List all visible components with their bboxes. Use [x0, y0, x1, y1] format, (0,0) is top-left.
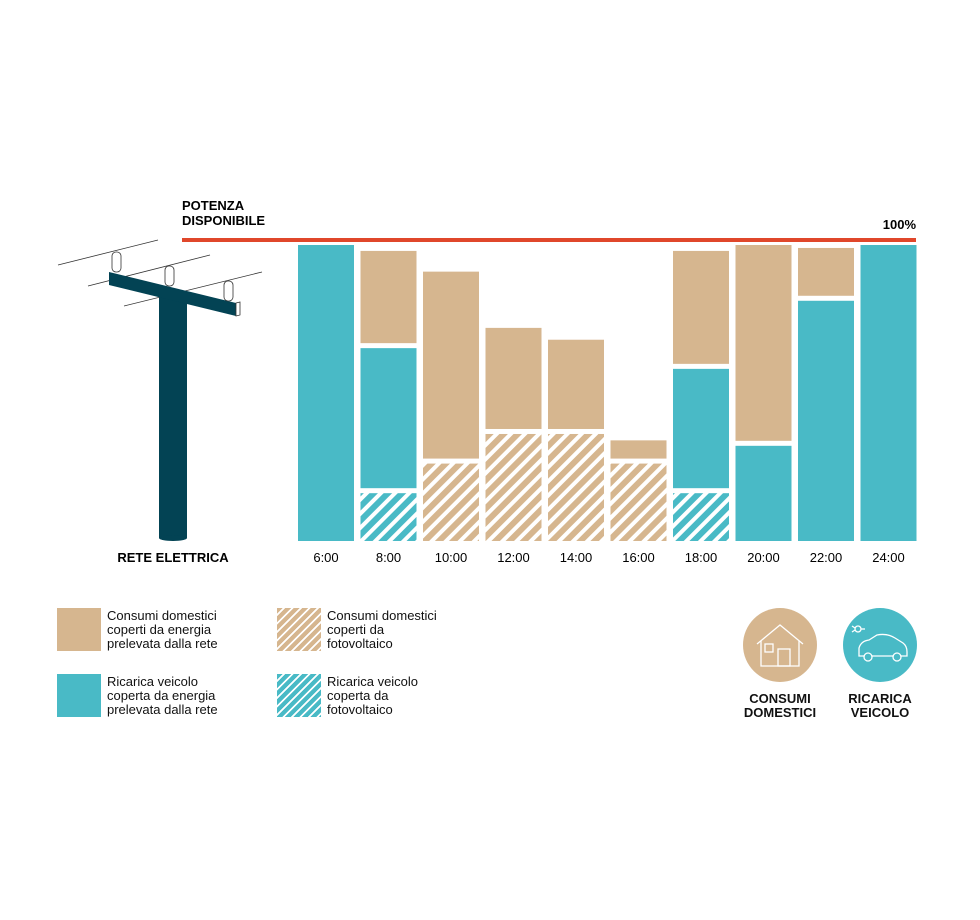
chart-title-line-1: POTENZA	[182, 198, 245, 213]
utility-pole-icon	[57, 239, 263, 541]
x-tick-label: 10:00	[435, 550, 468, 565]
x-tick-label: 8:00	[376, 550, 401, 565]
bar-segment-domestic-grid	[548, 339, 604, 429]
x-tick-label: 22:00	[810, 550, 843, 565]
x-tick-label: 24:00	[872, 550, 905, 565]
house-icon	[743, 608, 817, 682]
bar-segment-domestic-pv	[485, 433, 542, 541]
bar-segment-domestic-pv	[423, 463, 479, 541]
legend-swatch	[277, 674, 321, 717]
bar-segment-vehicle-grid	[298, 245, 354, 541]
grid-label: RETE ELETTRICA	[117, 550, 229, 565]
legend-swatch	[57, 608, 101, 651]
bar-segment-domestic-pv	[548, 433, 604, 541]
x-tick-label: 20:00	[747, 550, 780, 565]
vehicle-icon-caption: RICARICA VEICOLO	[848, 691, 912, 720]
legend-label: Ricarica veicolo coperta da energia prelev…	[107, 674, 218, 717]
x-tick-label: 12:00	[497, 550, 530, 565]
x-tick-label: 18:00	[685, 550, 718, 565]
bar-segment-vehicle-pv	[360, 493, 417, 541]
x-tick-label: 14:00	[560, 550, 593, 565]
bar-segment-domestic-grid	[360, 250, 417, 344]
legend-swatch	[277, 608, 321, 651]
chart-title-line-2: DISPONIBILE	[182, 213, 265, 228]
bars-group	[298, 245, 917, 541]
bar-segment-domestic-grid	[610, 440, 667, 459]
legend-label: Consumi domestici coperti da energia prele…	[107, 608, 218, 651]
legend-label: Consumi domestici coperti da fotovoltaico	[327, 608, 437, 651]
bar-segment-domestic-grid	[423, 271, 479, 459]
bar-segment-domestic-grid	[735, 245, 792, 441]
bar-segment-domestic-grid	[485, 327, 542, 429]
x-tick-label: 16:00	[622, 550, 655, 565]
bar-segment-vehicle-grid	[673, 368, 729, 489]
bar-segment-domestic-grid	[798, 247, 854, 296]
x-tick-labels: 6:00 8:00 10:00 12:00 14:00 16:00 18:00 20:00 22…	[313, 550, 904, 565]
bar-segment-vehicle-pv	[673, 493, 729, 541]
vehicle-icon-block: RICARICA VEICOLO	[830, 608, 930, 720]
bar-segment-vehicle-grid	[798, 300, 854, 541]
percent-label: 100%	[883, 217, 917, 232]
x-tick-label: 6:00	[313, 550, 338, 565]
bar-segment-vehicle-grid	[360, 348, 417, 489]
domestic-icon-block: CONSUMI DOMESTICI	[730, 608, 830, 720]
domestic-icon-caption: CONSUMI DOMESTICI	[743, 691, 817, 720]
legend-swatch	[57, 674, 101, 717]
bar-segment-vehicle-grid	[735, 445, 792, 541]
legend-label: Ricarica veicolo coperta da fotovoltaico	[327, 674, 419, 717]
bar-segment-domestic-pv	[610, 463, 667, 541]
car-plug-icon	[843, 608, 917, 682]
bar-segment-domestic-grid	[673, 250, 729, 364]
bar-segment-vehicle-grid	[860, 245, 917, 541]
